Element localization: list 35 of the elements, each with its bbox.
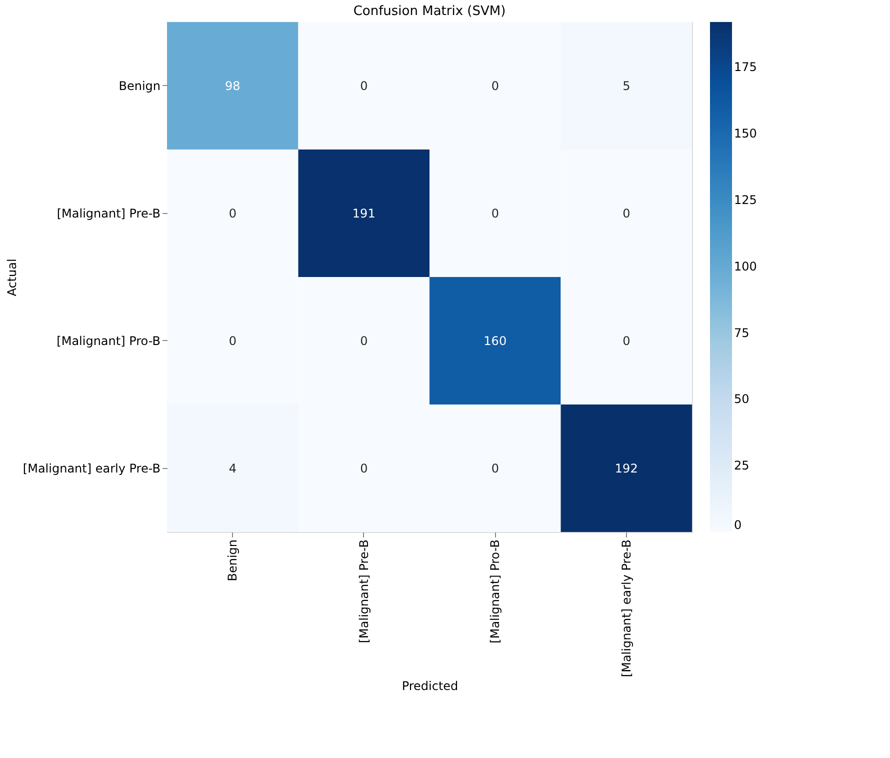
y-tick-label: [Malignant] Pro-B: [56, 334, 160, 348]
data-label: 4: [228, 461, 236, 476]
y-tick-label: [Malignant] early Pre-B: [22, 461, 160, 476]
data-label: 5: [622, 78, 630, 93]
color-bar-label: 100: [734, 259, 757, 274]
data-label: 0: [491, 461, 499, 476]
data-label: 0: [228, 206, 236, 220]
data-label: 192: [614, 461, 638, 476]
chart-title: Confusion Matrix (SVM): [353, 4, 506, 19]
color-bar-label: 175: [734, 60, 757, 74]
color-bar-label: 50: [734, 392, 750, 406]
x-tick-label: Benign: [226, 540, 240, 582]
x-tick-label: [Malignant] Pre-B: [356, 540, 371, 644]
y-axis-title: Actual: [4, 258, 19, 296]
x-tick-label: [Malignant] early Pre-B: [619, 540, 634, 678]
data-label: 98: [224, 78, 240, 93]
color-bar-label: 0: [734, 518, 742, 532]
data-label: 191: [352, 206, 376, 220]
data-label: 0: [622, 334, 630, 348]
y-tick-label: [Malignant] Pre-B: [56, 206, 160, 220]
data-label: 0: [360, 78, 368, 93]
color-bar-label: 25: [734, 458, 750, 473]
y-tick-label: Benign: [118, 78, 160, 93]
x-axis-title: Predicted: [402, 679, 458, 694]
data-label: 0: [360, 334, 368, 348]
data-label: 0: [360, 461, 368, 476]
data-label: 160: [484, 334, 507, 348]
data-label: 0: [228, 334, 236, 348]
data-label: 0: [622, 206, 630, 220]
color-bar-label: 125: [734, 192, 757, 207]
color-bar-label: 150: [734, 126, 757, 141]
data-label: 0: [491, 206, 499, 220]
color-bar-label: 75: [734, 326, 750, 340]
data-label: 0: [491, 78, 499, 93]
x-tick-label: [Malignant] Pro-B: [488, 540, 502, 644]
